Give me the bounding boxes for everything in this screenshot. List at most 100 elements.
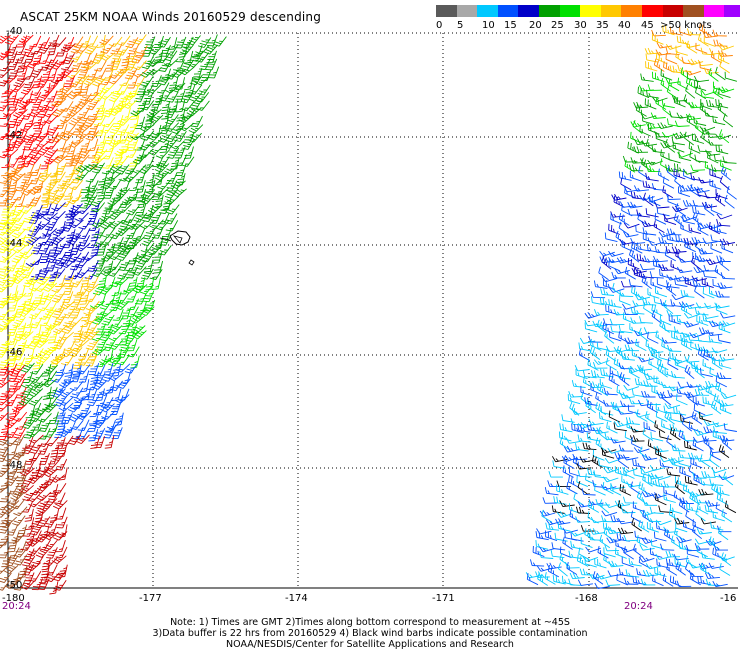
wind-barb (630, 191, 645, 200)
wind-barb (92, 346, 108, 356)
wind-barb (646, 522, 659, 533)
wind-barb (635, 338, 647, 352)
wind-barb (52, 253, 66, 265)
wind-barb (0, 115, 12, 127)
wind-barb (23, 76, 36, 89)
wind-barb (43, 364, 58, 375)
wind-barb (29, 442, 43, 454)
wind-barb (7, 332, 18, 345)
wind-barb (15, 123, 27, 136)
wind-barb (714, 264, 726, 279)
wind-barb (141, 58, 156, 70)
wind-barb (164, 195, 180, 205)
wind-barb (85, 171, 99, 183)
wind-barb (81, 180, 92, 194)
wind-barb (712, 85, 724, 100)
wind-barb (671, 136, 685, 146)
wind-barb (694, 307, 709, 316)
wind-barb (108, 339, 123, 350)
wind-barb (576, 463, 592, 470)
wind-barb (692, 212, 703, 227)
wind-barb (589, 528, 606, 535)
wind-barb (22, 555, 36, 567)
wind-barb (539, 546, 555, 553)
wind-barb (4, 475, 19, 486)
wind-barb (102, 371, 116, 382)
wind-barb (648, 194, 661, 207)
wind-barb (94, 436, 106, 449)
wind-barb (18, 307, 34, 317)
wind-barb (17, 67, 28, 80)
wind-barb (652, 71, 665, 83)
wind-barb (5, 130, 20, 141)
wind-barb (171, 188, 187, 197)
wind-barb (627, 208, 642, 216)
wind-barb (189, 98, 203, 110)
wind-barb (15, 386, 27, 399)
wind-barb (655, 447, 667, 459)
wind-barb (718, 444, 730, 458)
wind-barb (84, 187, 98, 199)
wind-barb (579, 568, 595, 576)
wind-barb (707, 151, 719, 164)
wind-barb (27, 492, 42, 503)
wind-barb (719, 60, 730, 74)
wind-barb (109, 202, 124, 214)
wind-barb (545, 530, 558, 542)
wind-barb (668, 385, 685, 392)
wind-barb (628, 248, 640, 263)
wind-barb (10, 364, 26, 375)
wind-barb (187, 132, 202, 143)
wind-barb (563, 456, 575, 469)
wind-barb (697, 347, 709, 361)
wind-barb (105, 59, 116, 72)
wind-barb (623, 384, 640, 391)
wind-barb (642, 298, 657, 306)
wind-barb (125, 122, 139, 134)
wind-barb (674, 278, 688, 287)
wind-barb (682, 483, 695, 496)
wind-barb (170, 157, 180, 170)
wind-barb (100, 267, 116, 277)
wind-barb (141, 84, 154, 96)
wind-barb (589, 381, 604, 388)
wind-barb (664, 403, 681, 410)
wind-barb (50, 444, 60, 458)
wind-barb (716, 372, 732, 380)
wind-barb (37, 300, 52, 312)
wind-barb (633, 146, 649, 153)
wind-barb (130, 315, 146, 324)
wind-barb (25, 405, 36, 419)
wind-barb (45, 564, 58, 576)
wind-barb (712, 430, 725, 441)
wind-barb (616, 345, 627, 360)
wind-barb (65, 147, 76, 160)
wind-barb (125, 50, 138, 63)
wind-barb (593, 359, 610, 365)
wind-barb (593, 427, 609, 435)
wind-barb (718, 86, 735, 94)
wind-barb (695, 507, 706, 522)
wind-barb (40, 195, 51, 209)
wind-barb (636, 535, 648, 548)
wind-barb (677, 64, 692, 72)
legend-swatch (477, 5, 498, 17)
wind-barb (71, 188, 83, 201)
wind-barb (43, 539, 58, 550)
wind-barb (542, 497, 558, 504)
wind-barb (0, 379, 11, 388)
wind-barb (676, 393, 688, 406)
wind-barb (170, 140, 185, 150)
wind-barb (53, 531, 68, 541)
wind-barb (636, 490, 648, 505)
wind-barb (23, 548, 35, 561)
wind-barb (55, 274, 66, 287)
wind-barb (26, 562, 42, 572)
wind-barb (655, 493, 667, 506)
wind-barb (29, 35, 42, 48)
wind-barb (7, 354, 18, 367)
wind-barb (108, 107, 124, 116)
wind-barb (67, 234, 82, 245)
wind-barb (8, 98, 19, 111)
wind-barb (44, 180, 59, 191)
